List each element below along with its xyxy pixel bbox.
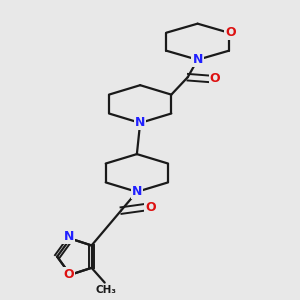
Text: O: O [63,268,74,281]
Text: O: O [225,26,236,39]
Text: O: O [210,72,220,85]
Text: N: N [132,185,142,198]
Text: N: N [135,116,145,129]
Text: N: N [64,230,74,243]
Text: CH₃: CH₃ [96,285,117,295]
Text: O: O [145,201,156,214]
Text: N: N [192,53,203,66]
